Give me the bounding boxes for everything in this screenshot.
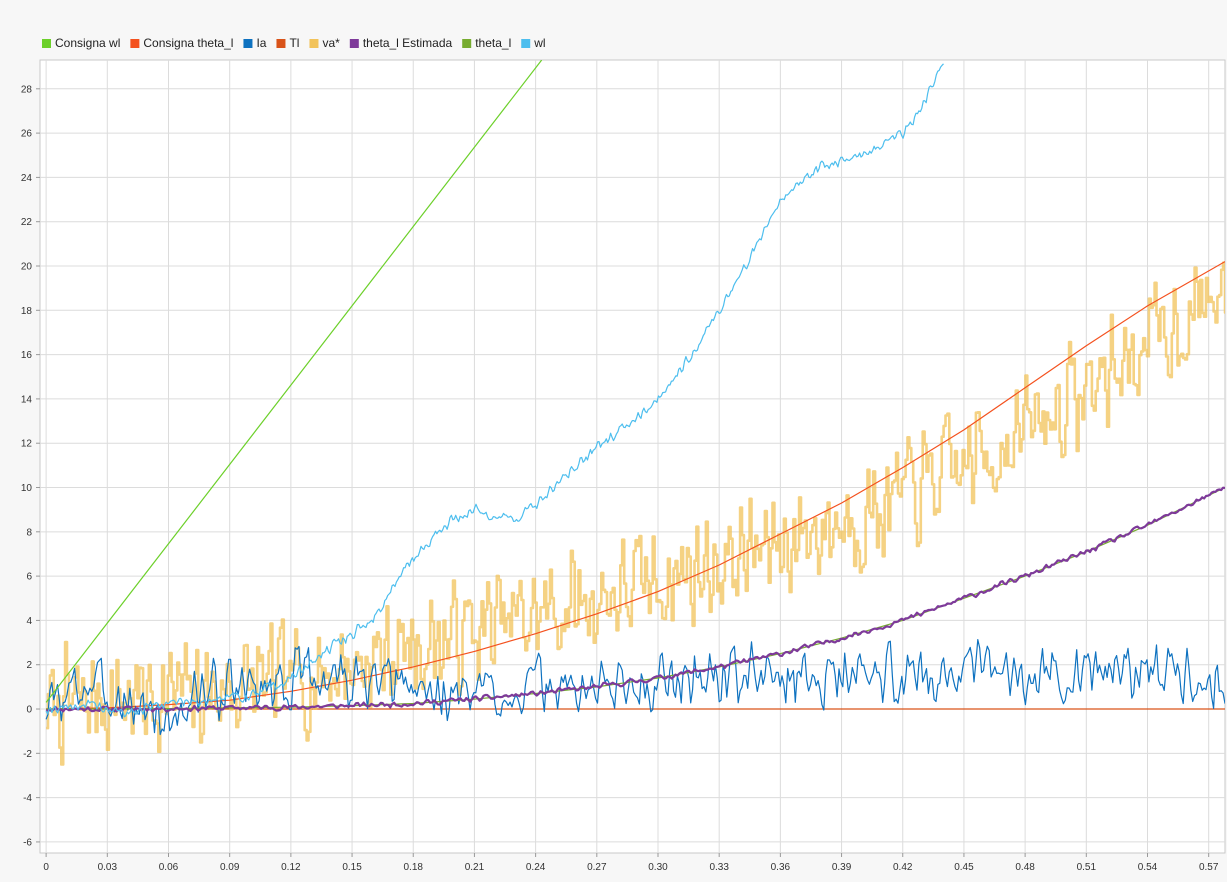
legend-swatch: [309, 39, 319, 48]
y-tick-label: 2: [26, 660, 32, 671]
y-tick-label: 18: [21, 306, 33, 317]
y-tick-label: 28: [21, 84, 33, 95]
y-tick-label: 22: [21, 217, 33, 228]
grid: [36, 60, 1225, 857]
legend-label: Tl: [289, 36, 299, 50]
legend-swatch: [349, 39, 359, 48]
x-tick-label: 0.48: [1015, 862, 1035, 873]
x-tick-label: 0.42: [893, 862, 913, 873]
legend-swatch: [243, 39, 253, 48]
y-tick-label: 12: [21, 439, 33, 450]
legend-item[interactable]: Consigna theta_l: [130, 36, 233, 50]
y-tick-label: 4: [26, 616, 32, 627]
y-tick-label: 24: [21, 173, 33, 184]
legend-swatch: [462, 39, 472, 48]
series-line-ia: [45, 639, 1225, 736]
x-tick-label: 0.15: [342, 862, 362, 873]
x-tick-label: 0.24: [526, 862, 546, 873]
legend-item[interactable]: Consigna wl: [42, 36, 120, 50]
x-tick-label: 0.09: [220, 862, 240, 873]
series-line-theta-l-estimada: [45, 486, 1225, 713]
y-tick-label: 14: [21, 394, 33, 405]
y-tick-label: 20: [21, 262, 33, 273]
series-line-wl: [45, 63, 944, 718]
legend-item[interactable]: wl: [521, 36, 546, 50]
x-tick-label: 0.33: [709, 862, 729, 873]
y-tick-label: 26: [21, 129, 33, 140]
legend: Consigna wl Consigna theta_l Ia Tl va* theta_…: [42, 36, 546, 50]
x-tick-label: 0.21: [465, 862, 485, 873]
y-tick-label: 10: [21, 483, 33, 494]
legend-label: Consigna wl: [55, 36, 120, 50]
series-line-va: [46, 261, 1225, 766]
y-tick-label: -4: [23, 793, 32, 804]
legend-swatch: [42, 39, 51, 48]
legend-label: va*: [322, 36, 340, 50]
y-tick-label: 6: [26, 572, 32, 583]
legend-swatch: [276, 39, 286, 48]
legend-item[interactable]: theta_l: [462, 36, 511, 50]
x-tick-label: 0.51: [1077, 862, 1097, 873]
legend-item[interactable]: Tl: [276, 36, 299, 50]
x-tick-label: 0.27: [587, 862, 607, 873]
x-tick-label: 0.06: [159, 862, 179, 873]
legend-label: theta_l Estimada: [363, 36, 453, 50]
legend-item[interactable]: va*: [309, 36, 340, 50]
x-tick-label: 0.45: [954, 862, 974, 873]
legend-item[interactable]: theta_l Estimada: [349, 36, 453, 50]
x-tick-label: 0.18: [404, 862, 424, 873]
x-tick-label: 0.57: [1199, 862, 1219, 873]
x-tick-label: 0.03: [98, 862, 118, 873]
series-line-consigna-wl: [45, 60, 543, 703]
x-tick-label: 0.36: [771, 862, 791, 873]
legend-label: theta_l: [475, 36, 511, 50]
legend-item[interactable]: Ia: [243, 36, 267, 50]
x-tick-label: 0.54: [1138, 862, 1158, 873]
x-tick-label: 0.12: [281, 862, 301, 873]
y-tick-label: 8: [26, 527, 32, 538]
x-tick-label: 0.30: [648, 862, 668, 873]
y-tick-label: -2: [23, 749, 32, 760]
legend-label: Ia: [256, 36, 266, 50]
y-tick-label: 0: [26, 705, 32, 716]
plot-lines: [45, 60, 1225, 766]
plot-area: [39, 59, 1226, 854]
y-tick-label: -6: [23, 837, 32, 848]
legend-swatch: [521, 39, 531, 48]
x-tick-label: 0: [43, 862, 49, 873]
y-tick-label: 16: [21, 350, 33, 361]
legend-swatch: [130, 39, 140, 48]
legend-label: Consigna theta_l: [143, 36, 233, 50]
legend-label: wl: [533, 36, 545, 50]
x-tick-label: 0.39: [832, 862, 852, 873]
